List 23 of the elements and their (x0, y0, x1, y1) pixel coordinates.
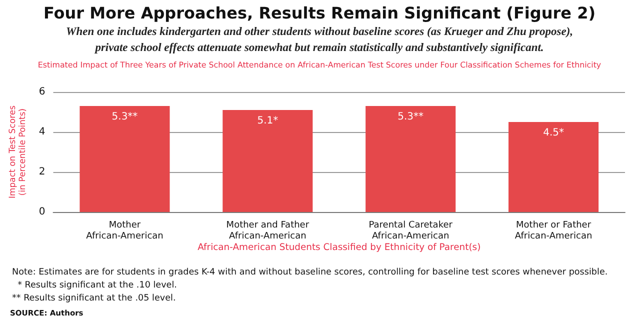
x-tick-label: Mother or Father African-American (514, 220, 592, 242)
text: * Results significant at the .10 level. (12, 280, 177, 290)
text: ** Results significant at the .05 level. (12, 294, 176, 304)
x-axis-title: African-American Students Classified by Ethnicity of Parent(s) (198, 242, 481, 253)
bar (366, 106, 456, 212)
y-tick-label: 4 (38, 126, 46, 138)
y-tick-label: 6 (38, 86, 46, 98)
chart-title: Four More Approaches, Results Remain Significant (Figure 2) (43, 4, 596, 22)
y-tick-label: 0 (38, 206, 46, 218)
data-label: 4.5* (543, 128, 564, 138)
text: Note: Estimates are for students in grades K-4 with and without baseline scores, controlling for baseline test scores whenever possible. (12, 268, 608, 278)
data-label: 5.3** (398, 112, 424, 122)
y-tick-label: 2 (38, 166, 46, 178)
data-label: 5.3** (112, 112, 138, 122)
bar (508, 122, 599, 212)
bar (80, 106, 170, 212)
x-tick-label: Parental Caretaker African-American (368, 220, 453, 242)
data-label: 5.1* (257, 116, 278, 126)
bar (222, 110, 313, 212)
chart-subtitle: When one includes kindergarten and other students without baseline scores (as Krueger and Zhu propose), private school effects attenuate somewhat but remain statistically and substantively significant. (66, 26, 574, 54)
x-tick-label: Mother and Father African-American (226, 220, 310, 242)
x-tick-label: Mother African-American (86, 220, 164, 242)
y-axis-title: Impact on Test Scores (in Percentile Points) (8, 104, 28, 199)
